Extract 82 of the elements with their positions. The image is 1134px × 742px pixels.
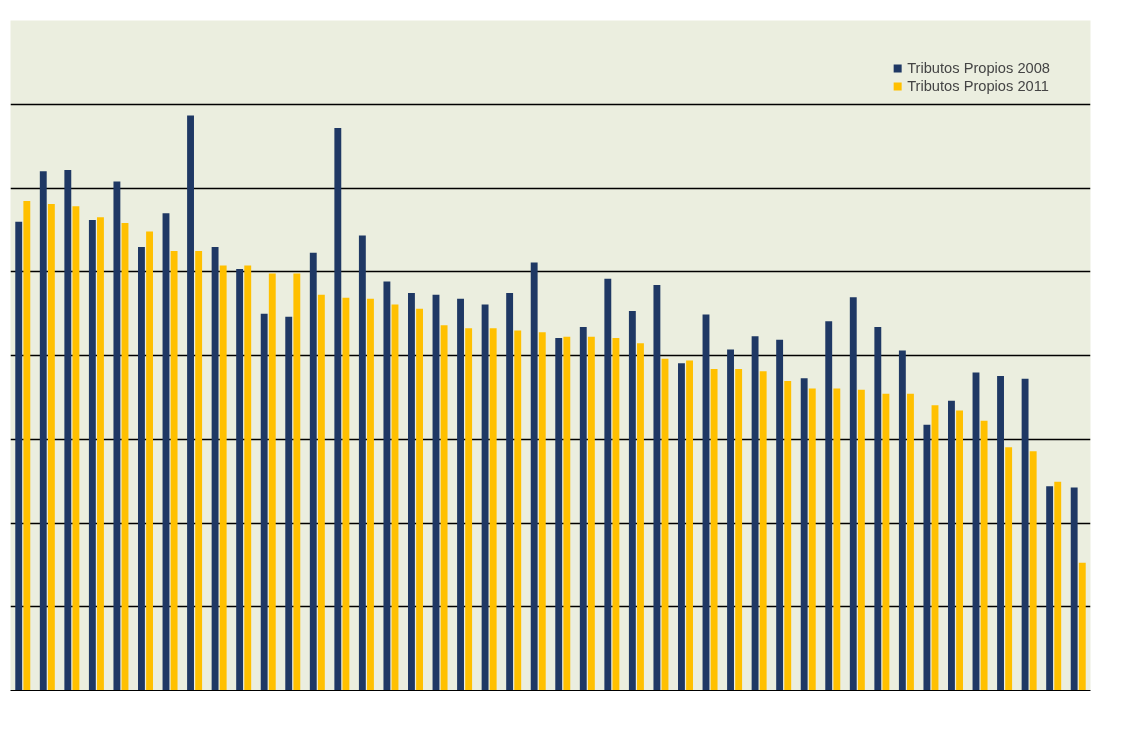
bar [653,285,661,691]
bar [948,400,955,691]
bar [1070,487,1078,691]
bar [628,310,636,691]
bar [309,252,317,691]
bar [457,298,464,691]
bar [342,297,350,691]
bar [64,170,72,691]
bar [1021,378,1029,691]
bar [759,371,767,691]
bar [219,265,227,691]
bar [138,247,145,691]
bar [97,217,104,691]
bar [587,336,595,691]
bar [268,273,276,691]
bar [776,339,784,691]
bar [293,273,301,691]
bar [489,328,497,691]
bar [514,330,522,691]
bar [735,369,743,691]
bar [637,343,644,691]
bar [113,181,121,691]
bar [15,221,23,691]
bar [47,203,55,691]
bar [874,327,882,691]
bar [334,128,342,691]
bar [907,393,914,691]
bar [1029,451,1037,691]
bar [612,337,620,691]
bar [980,420,988,691]
bar [1054,481,1062,691]
bar [260,313,268,691]
bar [727,349,734,691]
bar [751,336,759,691]
bar [506,293,514,691]
bar [882,393,890,691]
bar [195,251,203,691]
bar [538,332,546,691]
bar [710,369,718,691]
bar [383,281,391,691]
bar [833,388,841,691]
bar [784,381,792,691]
bar [367,298,374,691]
bar [1005,447,1013,691]
bar [579,327,587,691]
bar [285,316,293,691]
bar [236,268,244,691]
bar [39,171,47,691]
bar [211,247,219,691]
bar [808,388,816,691]
bar [1046,486,1054,691]
bar [686,360,693,691]
bar [604,278,612,691]
bar [849,297,857,691]
bar [997,375,1004,691]
bar [187,115,194,691]
bar [244,265,252,691]
bar [678,363,685,691]
bar [825,321,833,691]
bar [800,378,808,691]
bar [857,389,865,691]
bar [23,201,31,691]
legend-label: Tributos Propios 2011 [907,78,1049,94]
bar [555,337,563,691]
bar [358,235,366,691]
legend-label: Tributos Propios 2008 [907,60,1050,76]
bar [72,206,80,691]
bar [317,294,325,691]
bar [530,262,538,691]
bar [170,251,178,691]
bar [440,325,448,691]
bar [146,231,153,691]
bar [481,304,489,691]
bar [563,336,571,691]
bar [88,220,96,691]
bar [465,328,473,691]
bar [898,350,906,691]
bar [923,424,931,691]
bar [416,308,423,691]
bar [408,293,415,691]
bar [956,410,963,691]
bar [1078,562,1086,691]
